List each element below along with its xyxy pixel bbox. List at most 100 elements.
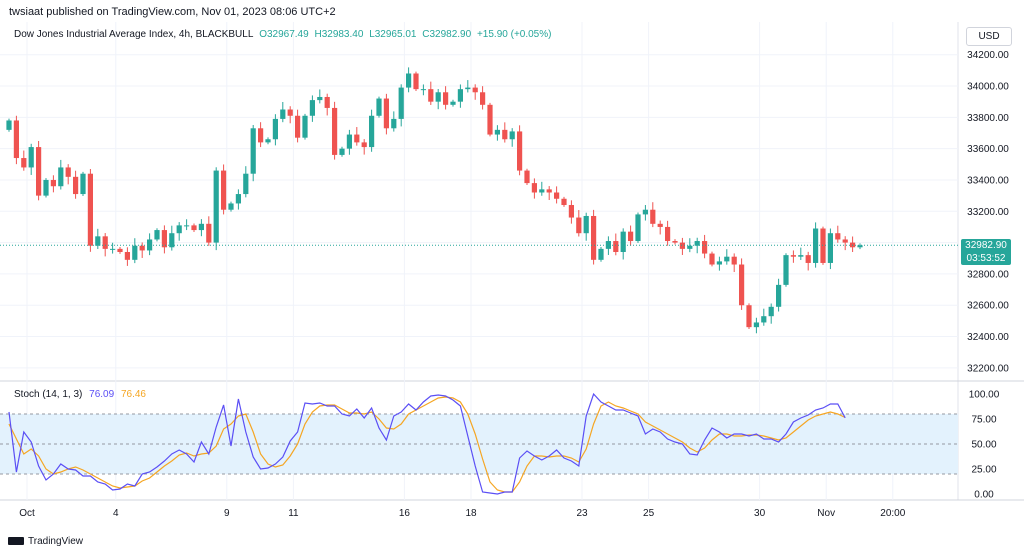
candle-body (687, 245, 693, 249)
legend-low: L32965.01 (369, 29, 417, 40)
last-price-tag: 32982.90 03:53:52 (961, 239, 1011, 265)
stoch-band-fill (0, 414, 958, 474)
candle-body (28, 147, 34, 168)
stoch-band (0, 413, 958, 475)
currency-button[interactable]: USD (966, 27, 1012, 46)
candle-body (435, 92, 441, 102)
candle-body (213, 170, 219, 243)
candle-body (95, 236, 101, 246)
candle-body (428, 89, 434, 102)
legend-high: H32983.40 (314, 29, 364, 40)
candle-body (250, 128, 256, 174)
candle-body (709, 253, 715, 265)
candle-body (332, 107, 338, 155)
candle-body (383, 98, 389, 129)
time-tick-label: 16 (399, 508, 411, 519)
footer-brand[interactable]: TradingView (8, 536, 83, 547)
stoch-tick-label: 100.00 (969, 390, 1000, 401)
price-tick-label: 34000.00 (967, 82, 1009, 93)
candle-body (346, 134, 352, 149)
candle-body (391, 118, 397, 129)
candle-body (36, 147, 42, 196)
candle-body (191, 225, 197, 231)
candle-body (73, 176, 79, 195)
candle-body (124, 251, 130, 260)
candle-body (472, 87, 478, 93)
candle-body (842, 239, 848, 243)
candle-body (650, 209, 656, 224)
candle-body (561, 198, 567, 206)
candle-body (524, 170, 530, 184)
candle-body (221, 170, 227, 210)
candle-body (58, 167, 64, 187)
price-tick-label: 32200.00 (967, 363, 1009, 374)
candle-body (635, 214, 641, 242)
last-price-value: 32982.90 (965, 240, 1007, 251)
candle-body (568, 205, 574, 218)
candle-body (753, 322, 759, 328)
candle-body (457, 89, 463, 102)
legend-change: +15.90 (+0.05%) (476, 29, 552, 40)
candle-body (694, 241, 700, 246)
candle-body (406, 73, 412, 88)
candle-body (835, 233, 841, 240)
candle-body (287, 109, 293, 116)
candle-body (317, 96, 323, 101)
stoch-legend[interactable]: Stoch (14, 1, 3) 76.09 76.46 (14, 389, 146, 400)
time-tick-label: 4 (113, 508, 119, 519)
candle-body (480, 92, 486, 105)
tradingview-logo-icon (8, 537, 24, 546)
price-tick-label: 33200.00 (967, 207, 1009, 218)
candle-body (716, 261, 722, 265)
stoch-lines (8, 392, 846, 495)
candle-body (169, 233, 175, 248)
candle-body (110, 248, 116, 250)
bar-countdown: 03:53:52 (966, 253, 1006, 264)
price-tick-label: 33800.00 (967, 113, 1009, 124)
candle-body (761, 316, 767, 323)
candle-body (465, 87, 471, 90)
candle-body (87, 173, 93, 246)
time-tick-label: 23 (576, 508, 588, 519)
candle-body (117, 248, 123, 252)
candle-body (598, 248, 604, 260)
legend-open: O32967.49 (259, 29, 309, 40)
price-tick-label: 32400.00 (967, 332, 1009, 343)
stoch-tick-label: 25.00 (971, 465, 996, 476)
candle-body (857, 245, 863, 248)
stoch-tick-label: 50.00 (971, 440, 996, 451)
candle-body (583, 215, 589, 234)
candle-body (302, 115, 308, 138)
candle-body (50, 179, 56, 187)
stoch-k-value: 76.09 (89, 389, 115, 400)
candle-body (702, 241, 708, 254)
time-tick-label: 25 (643, 508, 655, 519)
candles (6, 67, 863, 334)
candle-body (813, 228, 819, 263)
candle-body (672, 241, 678, 243)
candle-body (776, 284, 782, 307)
candle-body (361, 142, 367, 148)
candle-body (805, 255, 811, 263)
candle-body (154, 230, 160, 240)
candle-body (43, 179, 49, 196)
candle-body (628, 231, 634, 242)
candle-body (502, 129, 508, 140)
time-tick-label: 20:00 (880, 508, 905, 519)
candle-body (80, 173, 86, 195)
candle-body (198, 223, 204, 231)
candle-body (235, 194, 241, 204)
time-tick-label: 18 (465, 508, 477, 519)
candle-body (450, 101, 456, 105)
stoch-k-line (8, 392, 846, 495)
published-header: twsiaat published on TradingView.com, No… (9, 6, 336, 18)
candle-body (376, 98, 382, 116)
candle-body (309, 100, 315, 116)
candle-body (13, 120, 19, 159)
instrument-legend[interactable]: Dow Jones Industrial Average Index, 4h, … (14, 29, 554, 40)
candle-body (420, 89, 426, 91)
candle-body (554, 192, 560, 199)
price-tick-label: 32800.00 (967, 269, 1009, 280)
candle-body (783, 255, 789, 285)
